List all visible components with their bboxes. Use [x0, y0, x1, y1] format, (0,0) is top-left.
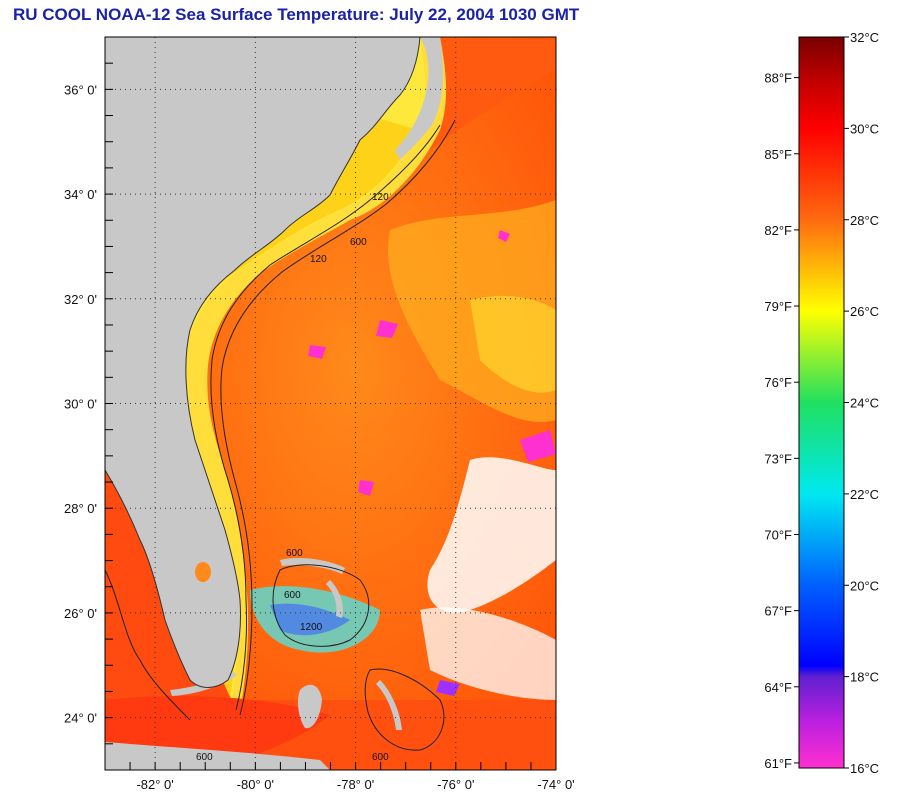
land-southeast-us: [105, 37, 420, 688]
lake-okeechobee: [195, 562, 211, 582]
fahrenheit-label: 88°F: [764, 71, 792, 86]
isobath-label: 1200: [300, 622, 323, 633]
lon-label: -80° 0': [237, 777, 274, 792]
fahrenheit-label: 67°F: [764, 604, 792, 619]
celsius-label: 16°C: [850, 761, 879, 776]
cold-spot: [436, 680, 460, 696]
isobath-label: 600: [284, 590, 301, 601]
outer-banks: [395, 37, 444, 160]
land-cuba: [105, 742, 330, 770]
lat-label: 26° 0': [64, 606, 97, 621]
celsius-label: 30°C: [850, 121, 879, 136]
isobath-contour: [364, 668, 445, 751]
cold-spot: [376, 320, 398, 338]
lon-label: -74° 0': [537, 777, 574, 792]
axis-ticks: [104, 36, 557, 771]
isobath-label: 600: [372, 752, 389, 763]
lat-label: 32° 0': [64, 292, 97, 307]
cloud-cover-southeast: [420, 607, 556, 700]
isobath-contour: [210, 124, 441, 711]
colorbar-gradient: [798, 36, 845, 769]
celsius-label: 20°C: [850, 578, 879, 593]
latitude-labels: 36° 0' 34° 0' 32° 0' 30° 0' 28° 0' 26° 0' 24° …: [64, 82, 97, 725]
isobath-label: 600: [196, 752, 213, 763]
celsius-label: 18°C: [850, 670, 879, 685]
lat-label: 36° 0': [64, 82, 97, 97]
celsius-label: 28°C: [850, 213, 879, 228]
cold-spot: [358, 480, 374, 496]
lat-label: 28° 0': [64, 501, 97, 516]
mid-ocean-yellow-patch: [470, 295, 556, 393]
lon-label: -76° 0': [437, 777, 474, 792]
map-image-layer: 600 120 120 600 600 1200 600 600: [105, 37, 556, 770]
cold-spot: [520, 430, 556, 462]
celsius-label: 26°C: [850, 304, 879, 319]
fahrenheit-label: 64°F: [764, 680, 792, 695]
coastline: [105, 37, 421, 688]
northeast-warm-band: [430, 40, 556, 150]
isobath-label: 120: [372, 192, 389, 203]
fahrenheit-label: 76°F: [764, 375, 792, 390]
celsius-label: 22°C: [850, 487, 879, 502]
lon-label: -82° 0': [136, 777, 173, 792]
isobath-label: 600: [286, 548, 303, 559]
lat-label: 34° 0': [64, 187, 97, 202]
fahrenheit-label: 82°F: [764, 223, 792, 238]
isobath-contour: [220, 119, 456, 716]
lat-label: 30° 0': [64, 397, 97, 412]
isobath-contour: [105, 569, 191, 721]
isobath-label: 600: [350, 237, 367, 248]
fahrenheit-label: 61°F: [764, 756, 792, 771]
map-title: RU COOL NOAA-12 Sea Surface Temperature:…: [13, 5, 580, 24]
lon-label: -78° 0': [337, 777, 374, 792]
graticule-grid: [105, 37, 556, 770]
isobath-label: 120: [310, 254, 327, 265]
longitude-labels: -82° 0' -80° 0' -78° 0' -76° 0' -74° 0': [136, 777, 574, 792]
cold-spot: [308, 345, 326, 359]
abaco-island: [326, 580, 343, 618]
lat-label: 24° 0': [64, 711, 97, 726]
cloud-cover-east: [427, 457, 556, 613]
bahamas-banks-coldest: [270, 603, 350, 636]
cold-spot: [498, 230, 510, 242]
celsius-labels: 32°C 30°C 28°C 26°C 24°C 22°C 20°C 18°C 16°C: [844, 30, 879, 776]
temperature-colorbar: 32°C 30°C 28°C 26°C 24°C 22°C 20°C 18°C 16°C 88°…: [764, 30, 879, 776]
fahrenheit-labels: 88°F 85°F 82°F 79°F 76°F 73°F 70°F 67°F 64°F 61°F: [764, 71, 799, 771]
celsius-label: 24°C: [850, 396, 879, 411]
fahrenheit-label: 70°F: [764, 527, 792, 542]
inner-shelf-band: [105, 37, 447, 700]
fahrenheit-label: 79°F: [764, 299, 792, 314]
fahrenheit-label: 85°F: [764, 147, 792, 162]
celsius-label: 32°C: [850, 30, 879, 45]
fahrenheit-label: 73°F: [764, 451, 792, 466]
grand-bahama-island: [280, 557, 345, 574]
isobath-contour: [272, 564, 370, 647]
florida-keys: [170, 672, 236, 696]
